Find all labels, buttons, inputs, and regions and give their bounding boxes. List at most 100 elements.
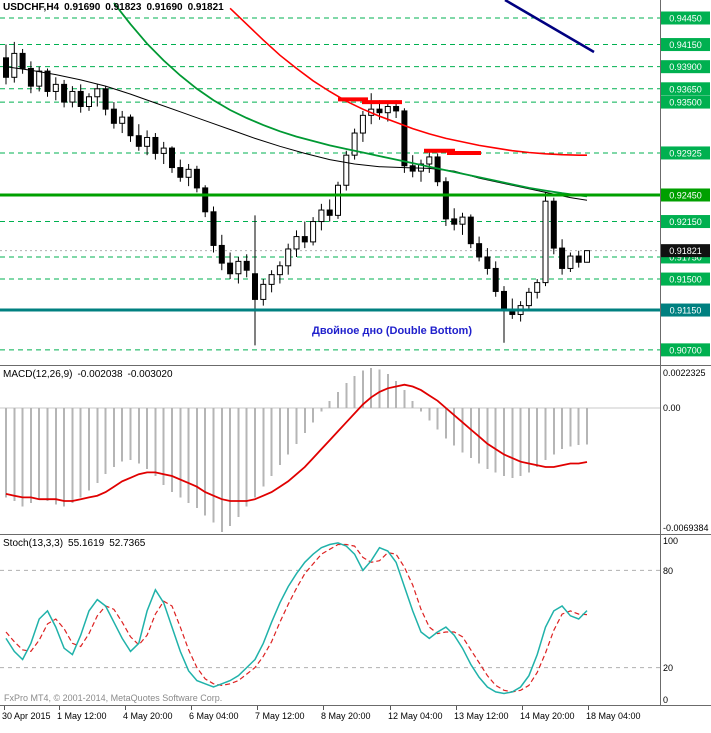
time-axis-label: 12 May 04:00 (388, 711, 443, 721)
chart-header: USDCHF,H4 0.91690 0.91823 0.91690 0.91821 (3, 2, 229, 13)
price-tag-label: 0.92150 (669, 217, 702, 227)
candle-body (525, 291, 532, 307)
candle-body (501, 290, 507, 311)
candle-body (476, 243, 483, 258)
candle-body (534, 282, 541, 293)
candle-body (252, 273, 258, 300)
price-tag[interactable] (661, 146, 710, 160)
macd-axis-label: -0.0069384 (663, 523, 709, 533)
candle-body (177, 167, 184, 178)
candle-body (127, 116, 134, 137)
candle-body (110, 108, 117, 124)
time-axis-tick (4, 706, 5, 710)
trendline-navy[interactable] (504, 0, 595, 54)
candle-body (376, 108, 383, 114)
price-tag[interactable] (661, 343, 710, 357)
price-tag[interactable] (661, 188, 710, 202)
candle-body (210, 211, 217, 246)
price-tag-label: 0.91150 (670, 306, 702, 316)
stoch-axis-labels: 100 80 20 0 (663, 536, 678, 705)
price-tag-label: 0.91750 (669, 252, 702, 262)
macd-indicator-label: MACD(12,26,9) -0.002038 -0.003020 (3, 369, 178, 380)
time-axis-label: 14 May 20:00 (520, 711, 575, 721)
macd-panel-canvas[interactable]: 0.0022325 0.00 -0.0069384 (0, 366, 711, 534)
time-axis-label: 6 May 04:00 (189, 711, 239, 721)
price-axis-border (660, 0, 661, 705)
candle-body (559, 247, 566, 269)
bid-price-tag[interactable] (661, 244, 710, 258)
macd-axis-label: 0.00 (663, 403, 681, 413)
candle-body (11, 52, 18, 78)
macd-axis-labels: 0.0022325 0.00 -0.0069384 (663, 368, 709, 533)
candle-body (484, 256, 491, 269)
copyright-notice: FxPro MT4, © 2001-2014, MetaQuotes Softw… (4, 693, 223, 703)
candle-body (193, 168, 200, 189)
time-axis-label: 8 May 20:00 (321, 711, 371, 721)
candle-body (550, 200, 557, 249)
level-lines[interactable] (0, 17, 660, 351)
candle-body (310, 221, 317, 243)
stoch-axis-label: 20 (663, 663, 673, 673)
ma-fast-black (5, 66, 588, 201)
resistance-marks[interactable] (338, 97, 481, 155)
time-axis-label: 13 May 12:00 (454, 711, 509, 721)
ma-medium-green (113, 2, 588, 198)
macd-signal-line (5, 383, 588, 502)
price-tag[interactable] (661, 60, 710, 74)
ohlc-high: 0.91823 (105, 2, 142, 13)
ohlc-open: 0.91690 (64, 2, 101, 13)
candle-body (318, 209, 325, 223)
time-axis-tick (588, 706, 589, 710)
candle-body (276, 265, 283, 276)
candle-body (584, 250, 590, 263)
candle-body (301, 236, 308, 243)
candle-body (77, 90, 84, 107)
candle-body (202, 187, 209, 213)
price-tag[interactable] (661, 215, 710, 229)
symbol-period-label: USDCHF,H4 (3, 2, 60, 13)
candle-body (94, 88, 101, 98)
time-axis-tick (390, 706, 391, 710)
candle-body (160, 147, 167, 154)
time-axis-tick (522, 706, 523, 710)
price-tag[interactable] (661, 82, 710, 96)
time-axis[interactable]: 30 Apr 2015 1 May 12:00 4 May 20:00 6 May 0… (0, 706, 711, 733)
time-axis-label: 30 Apr 2015 (2, 711, 51, 721)
price-tag[interactable] (661, 11, 710, 25)
price-tag[interactable] (661, 272, 710, 286)
price-tag-label: 0.94450 (669, 14, 702, 24)
candle-body (119, 116, 126, 124)
candle-body (36, 70, 43, 87)
price-tag[interactable] (661, 303, 710, 317)
candle-body (575, 255, 582, 263)
candle-body (451, 218, 458, 225)
price-tag-label: 0.90700 (669, 345, 702, 355)
price-axis-tags[interactable]: 0.94450 0.94150 0.93900 0.93650 0.93500 0.929… (661, 11, 710, 357)
candle-body (61, 83, 68, 103)
price-chart-canvas[interactable]: 0.94450 0.94150 0.93900 0.93650 0.93500 0.929… (0, 0, 711, 366)
price-tag[interactable] (661, 95, 710, 109)
candle-body (426, 156, 433, 165)
macd-signal-value: -0.003020 (127, 369, 173, 380)
candle-body (492, 267, 499, 292)
candle-body (19, 52, 26, 69)
candle-body (260, 283, 267, 300)
time-axis-tick (257, 706, 258, 710)
candle-body (268, 274, 275, 285)
time-axis-label: 7 May 12:00 (255, 711, 305, 721)
stochastic-panel-canvas[interactable]: 100 80 20 0 (0, 535, 711, 705)
time-axis-label: 4 May 20:00 (123, 711, 173, 721)
stoch-d-value: 52.7365 (109, 538, 146, 549)
price-tag[interactable] (661, 38, 710, 52)
panel-separator[interactable] (0, 365, 711, 366)
candle-body (567, 255, 574, 269)
ohlc-close: 0.91821 (187, 2, 224, 13)
candle-body (69, 90, 76, 103)
price-tag-label: 0.92450 (669, 190, 702, 200)
candle-body (144, 136, 151, 147)
price-tag-label: 0.93650 (669, 84, 702, 94)
time-axis-tick (191, 706, 192, 710)
candle-body (401, 110, 408, 167)
panel-separator[interactable] (0, 534, 711, 535)
